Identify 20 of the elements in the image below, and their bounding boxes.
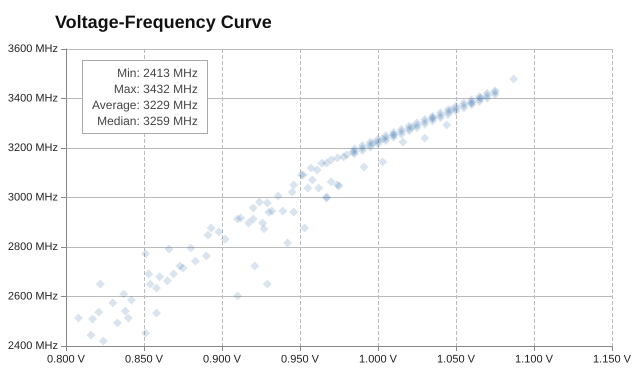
- x-tick-label: 1.000 V: [359, 354, 398, 366]
- x-tick-label: 1.150 V: [593, 354, 632, 366]
- annotation: Average: 3229 MHz: [92, 97, 198, 113]
- x-tick-label: 1.050 V: [437, 354, 476, 366]
- y-tick-label: 3000 MHz: [8, 192, 58, 204]
- chart-title: Voltage-Frequency Curve: [55, 12, 272, 32]
- y-tick-label: 2400 MHz: [8, 340, 58, 352]
- annotation: Median: 3259 MHz: [96, 113, 198, 129]
- x-tick-label: 0.950 V: [281, 354, 320, 366]
- x-tick-label: 0.850 V: [125, 354, 164, 366]
- annotation: Max: 3432 MHz: [112, 81, 198, 97]
- x-tick-label: 0.900 V: [203, 354, 242, 366]
- annotation: Min: 2413 MHz: [116, 65, 198, 81]
- y-tick-label: 3600 MHz: [8, 43, 58, 55]
- y-tick-label: 2800 MHz: [8, 241, 58, 253]
- y-tick-label: 3400 MHz: [8, 92, 58, 104]
- y-tick-label: 3200 MHz: [8, 142, 58, 154]
- x-tick-label: 1.100 V: [515, 354, 554, 366]
- x-tick-label: 0.800 V: [47, 354, 86, 366]
- y-tick-label: 2600 MHz: [8, 290, 58, 302]
